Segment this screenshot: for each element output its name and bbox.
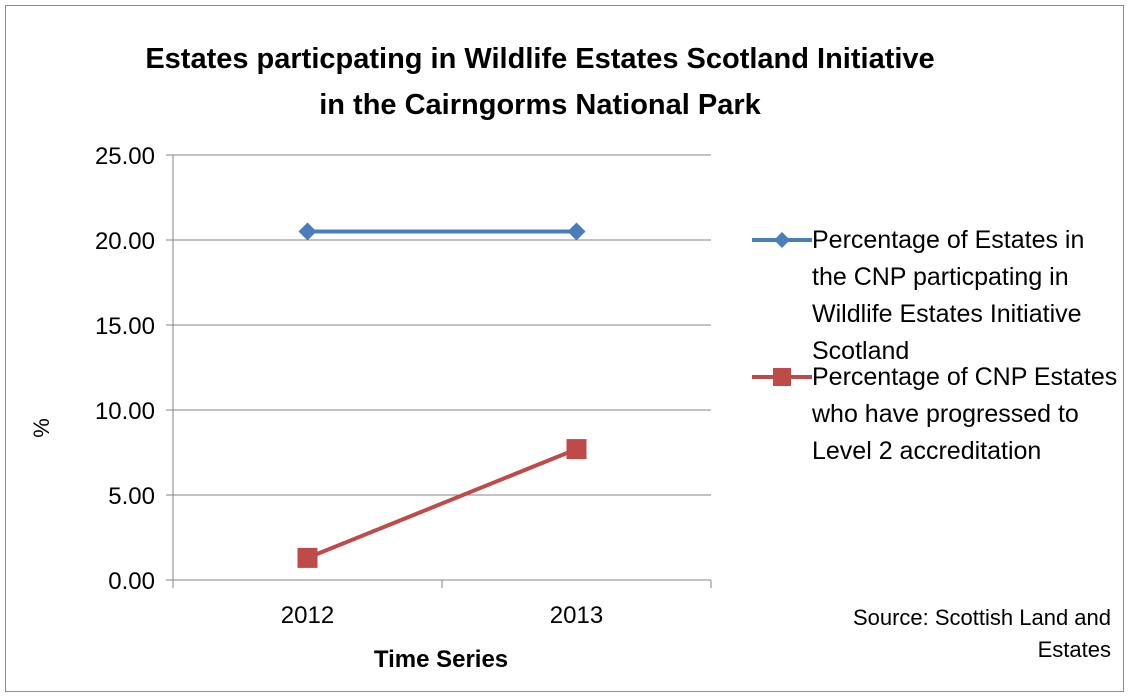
y-tick-label: 20.00 bbox=[95, 228, 155, 255]
y-tick-label: 15.00 bbox=[95, 313, 155, 340]
x-tick-label: 2012 bbox=[281, 602, 334, 629]
legend-label-estates-participating: Percentage of Estates in the CNP particp… bbox=[812, 226, 1085, 365]
x-axis-title: Time Series bbox=[374, 646, 508, 673]
legend: Percentage of Estates in the CNP particp… bbox=[752, 222, 1124, 470]
legend-item-level-2-accreditation: Percentage of CNP Estates who have progr… bbox=[752, 359, 1124, 470]
data-point-diamond bbox=[567, 222, 586, 241]
y-tick-label: 5.00 bbox=[108, 483, 155, 510]
series-line-2 bbox=[306, 447, 578, 560]
chart-frame bbox=[5, 5, 1124, 692]
source-annotation: Source: Scottish Land and Estates bbox=[852, 605, 1111, 662]
y-tick-label: 10.00 bbox=[95, 398, 155, 425]
chart-title: Estates particpating in Wildlife Estates… bbox=[40, 36, 1040, 128]
legend-swatch-diamond bbox=[752, 232, 812, 248]
chart-title-line-2: in the Cairngorms National Park bbox=[319, 89, 761, 121]
legend-item-estates-participating: Percentage of Estates in the CNP particp… bbox=[752, 222, 1124, 370]
data-point-square bbox=[566, 439, 587, 460]
y-tick-label: 0.00 bbox=[108, 568, 155, 595]
data-point-square bbox=[297, 547, 318, 568]
legend-swatch-square bbox=[752, 368, 812, 386]
x-tick-label: 2013 bbox=[550, 602, 603, 629]
data-point-diamond bbox=[298, 222, 317, 241]
y-axis-title: % bbox=[29, 418, 54, 438]
legend-label-level-2-accreditation: Percentage of CNP Estates who have progr… bbox=[812, 363, 1118, 465]
y-tick-label: 25.00 bbox=[95, 143, 155, 170]
chart-title-line-1: Estates particpating in Wildlife Estates… bbox=[145, 43, 935, 75]
